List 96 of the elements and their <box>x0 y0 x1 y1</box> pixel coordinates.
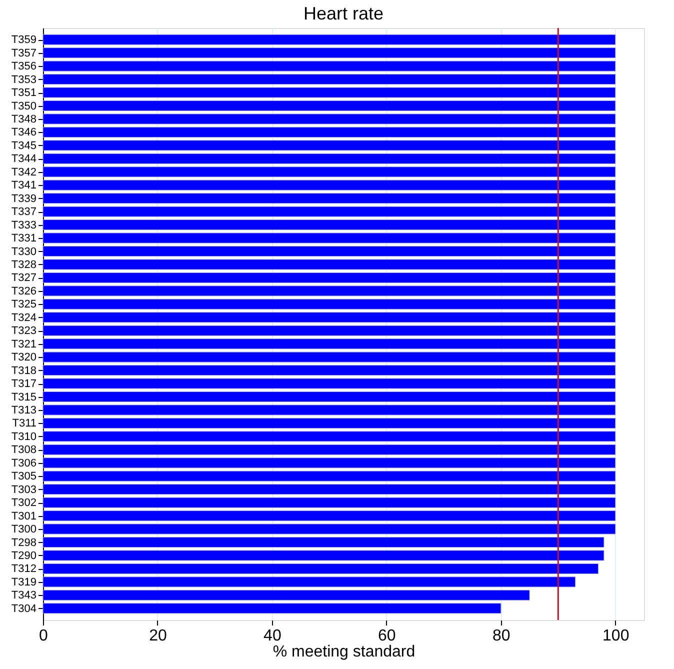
bar <box>42 87 616 98</box>
y-tick-label: T323 <box>11 325 36 338</box>
bar <box>42 48 616 58</box>
bar <box>42 312 616 323</box>
bar <box>42 325 616 336</box>
bar <box>42 286 616 296</box>
bar <box>42 392 616 402</box>
bar <box>42 259 616 270</box>
y-tick-label: T308 <box>11 444 36 456</box>
bar <box>42 338 616 350</box>
bar <box>42 603 502 614</box>
bar <box>42 140 616 151</box>
bar <box>42 193 616 204</box>
y-tick-label: T319 <box>11 576 36 588</box>
bar <box>42 126 616 138</box>
y-tick-label: T339 <box>11 192 36 205</box>
x-axis-title: % meeting standard <box>272 644 416 660</box>
bar <box>42 365 616 376</box>
bar <box>42 298 616 310</box>
bar <box>42 220 616 230</box>
bar <box>42 246 616 256</box>
bar <box>42 418 616 428</box>
bar <box>42 378 616 389</box>
bar <box>42 537 604 548</box>
bar <box>42 470 616 482</box>
y-tick-label: T344 <box>11 153 36 166</box>
y-tick-label: T343 <box>11 590 36 602</box>
y-tick-label: T312 <box>11 563 36 576</box>
y-tick-label: T310 <box>11 430 36 443</box>
bar <box>42 510 616 522</box>
y-tick-label: T327 <box>11 272 36 284</box>
y-tick-label: T318 <box>11 364 36 377</box>
bar <box>42 153 616 164</box>
y-tick-label: T321 <box>11 338 36 350</box>
y-tick-label: T351 <box>11 87 36 100</box>
y-tick-label: T290 <box>11 550 36 562</box>
y-tick-label: T346 <box>11 126 36 139</box>
y-tick-label: T350 <box>11 100 36 112</box>
y-tick-label: T311 <box>12 418 36 430</box>
x-tick-label: 0 <box>39 628 48 644</box>
y-tick-label: T324 <box>11 312 36 324</box>
x-tick-label: 80 <box>492 628 510 644</box>
y-tick-label: T302 <box>11 497 36 510</box>
y-tick-label: T348 <box>11 113 36 126</box>
bar <box>42 484 616 495</box>
bar <box>42 100 616 111</box>
y-tick-label: T326 <box>11 285 36 298</box>
bar <box>42 458 616 468</box>
bar <box>42 497 616 508</box>
x-tick-label: 100 <box>602 628 630 644</box>
bar <box>42 34 616 45</box>
y-tick-label: T359 <box>11 34 36 46</box>
bar <box>42 352 616 362</box>
y-tick-label: T333 <box>11 219 36 232</box>
bar <box>42 431 616 442</box>
y-tick-label: T353 <box>11 74 36 86</box>
y-tick-label: T313 <box>11 404 36 416</box>
y-tick-label: T331 <box>11 232 36 245</box>
y-tick-label: T300 <box>11 524 36 536</box>
y-tick-label: T301 <box>11 510 36 522</box>
bar <box>42 590 530 600</box>
bar <box>42 74 616 85</box>
y-tick-label: T357 <box>11 47 36 60</box>
y-tick-label: T320 <box>11 352 36 364</box>
y-tick-label: T337 <box>11 206 36 218</box>
bar <box>42 206 616 217</box>
y-tick-label: T330 <box>11 246 36 258</box>
y-tick-label: T328 <box>11 258 36 271</box>
y-tick-label: T304 <box>11 602 36 615</box>
y-tick-label: T341 <box>11 180 36 192</box>
bar <box>42 550 604 561</box>
bar <box>42 232 616 244</box>
bar <box>42 444 616 455</box>
y-tick-label: T325 <box>11 298 36 311</box>
x-tick-label: 20 <box>149 628 167 644</box>
bar <box>42 166 616 178</box>
bar <box>42 524 616 534</box>
y-tick-label: T298 <box>11 536 36 549</box>
y-tick-label: T342 <box>11 166 36 178</box>
y-tick-label: T317 <box>11 378 36 390</box>
bar <box>42 404 616 416</box>
bar <box>42 272 616 283</box>
y-tick-label: T345 <box>11 140 36 152</box>
y-tick-label: T303 <box>11 484 36 496</box>
bar <box>42 576 576 588</box>
y-tick-label: T306 <box>11 457 36 470</box>
y-tick-label: T305 <box>11 470 36 483</box>
y-tick-label: T315 <box>11 391 36 404</box>
bar <box>42 114 616 124</box>
chart-title: Heart rate <box>303 3 384 24</box>
x-tick-label: 40 <box>264 628 282 644</box>
y-tick-label: T356 <box>11 60 36 73</box>
bar <box>42 563 598 574</box>
bar <box>42 180 616 190</box>
bar <box>42 60 616 72</box>
x-tick-label: 60 <box>378 628 396 644</box>
